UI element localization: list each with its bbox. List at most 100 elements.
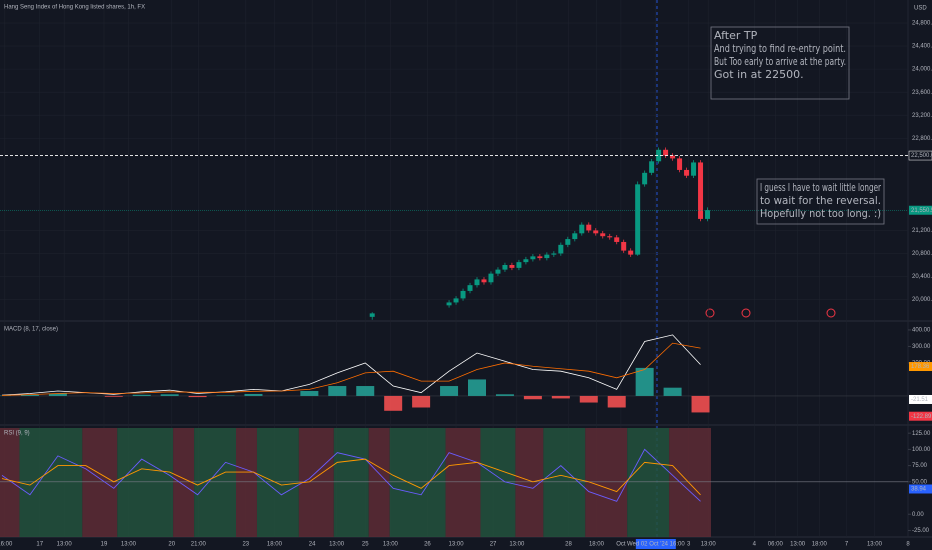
candle-body: [509, 265, 515, 268]
y-tick-label: 0.00: [912, 512, 924, 518]
y-tick-label: 21,200.00: [912, 228, 932, 234]
annotation-text: Got in at 22500.: [714, 68, 804, 81]
candle-body: [453, 298, 459, 303]
y-tick-label: 100.00: [912, 447, 931, 453]
regime-band: [0, 428, 20, 537]
y-tick-label: 75.00: [912, 463, 928, 469]
line-series: [1, 458, 701, 496]
candle-body: [698, 162, 704, 219]
regime-band: [236, 428, 257, 537]
histogram-bar: [440, 386, 459, 396]
last-value: 178.36: [909, 362, 932, 372]
regime-band: [333, 428, 369, 537]
x-tick-label: 26: [424, 542, 431, 548]
candle-body: [684, 169, 690, 176]
x-tick-label: 20: [168, 542, 175, 548]
y-tick-label: 24,400.00: [912, 44, 932, 50]
regime-band: [585, 428, 628, 537]
annotation-text: Hopefully not too long. :): [760, 207, 881, 220]
histogram-bar: [356, 386, 375, 396]
x-tick-label: 3: [687, 542, 691, 548]
candle-body: [572, 233, 578, 240]
x-tick-label: 4: [753, 542, 757, 548]
histogram-bar: [132, 394, 151, 396]
histogram-bar: [607, 395, 626, 408]
candle-body: [502, 265, 508, 270]
price-label: 178.36: [911, 364, 930, 370]
annotation-text: After TP: [714, 29, 758, 42]
x-tick-label: 13:00: [121, 542, 137, 548]
y-tick-label: 20,000.00: [912, 297, 932, 303]
candle-body: [446, 302, 452, 306]
price-label-box: [909, 362, 932, 372]
event-icon[interactable]: [705, 308, 715, 318]
candle-body: [600, 233, 606, 237]
regime-band: [117, 428, 174, 537]
x-tick-label: 13:00: [57, 542, 73, 548]
annotation-text: I guess I have to wait little longer: [760, 181, 881, 194]
x-tick-label: 06:00: [768, 542, 784, 548]
y-tick-label: 300.00: [912, 344, 931, 350]
candle-body: [614, 237, 620, 242]
price-label-box: [909, 411, 932, 421]
x-tick-label: 27: [490, 542, 497, 548]
candle-body: [516, 262, 522, 268]
x-tick-label: 13:00: [509, 542, 525, 548]
candle-body: [369, 313, 375, 317]
candle-body: [635, 184, 641, 255]
x-tick-label: 28: [565, 542, 572, 548]
y-tick-label: 20,400.00: [912, 274, 932, 280]
x-tick-label: 13:00: [701, 542, 717, 548]
candle-body: [488, 273, 494, 283]
x-tick-label: 13:00: [790, 542, 806, 548]
y-tick-label: -25.00: [912, 528, 930, 534]
y-tick-label: 23,600.00: [912, 90, 932, 96]
regime-band: [82, 428, 118, 537]
candle-body: [663, 149, 669, 156]
regime-band: [19, 428, 83, 537]
histogram-bar: [468, 379, 487, 396]
price-label: 38.94: [911, 487, 927, 493]
histogram-bar: [20, 394, 39, 396]
annotation-box: [756, 178, 885, 225]
x-tick-label: 13:00: [329, 542, 345, 548]
x-tick-label: Wed 02 Oct '24 16:00: [627, 542, 685, 548]
y-tick-label: 20,800.00: [912, 251, 932, 257]
candle-body: [523, 259, 529, 263]
histogram-bar: [579, 395, 598, 403]
price-label-box: [909, 484, 932, 494]
x-tick-label: 17: [36, 542, 43, 548]
event-icon[interactable]: [741, 308, 751, 318]
currency: USD: [914, 6, 927, 12]
candle-body: [474, 279, 480, 286]
annotation-box: [710, 26, 850, 100]
x-tick-label: 25: [362, 542, 369, 548]
candle-body: [586, 224, 592, 231]
y-tick-label: 22,800.00: [912, 136, 932, 142]
regime-band: [627, 428, 670, 537]
price-label-box: [909, 394, 932, 404]
candle-body: [649, 161, 655, 173]
regime-band: [669, 428, 712, 537]
regime-band: [389, 428, 446, 537]
candle-body: [481, 279, 487, 283]
x-tick-label: 18:00: [812, 542, 828, 548]
time-highlight: [635, 539, 676, 549]
candle-body: [530, 256, 536, 260]
price-label-box: [908, 150, 932, 161]
regime-band: [256, 428, 299, 537]
last-value: 38.94: [909, 484, 932, 494]
last-value: -122.89: [909, 411, 932, 421]
candle-body: [565, 239, 571, 245]
event-icon[interactable]: [826, 308, 836, 318]
x-tick-label: 23: [242, 542, 249, 548]
candle-body: [558, 244, 564, 254]
regime-band: [515, 428, 544, 537]
x-tick-label: 18:00: [267, 542, 283, 548]
candle-body: [642, 172, 648, 185]
x-tick-label: 24: [309, 542, 316, 548]
candle-body: [460, 290, 466, 299]
histogram-bar: [244, 393, 263, 396]
histogram-bar: [384, 395, 403, 411]
